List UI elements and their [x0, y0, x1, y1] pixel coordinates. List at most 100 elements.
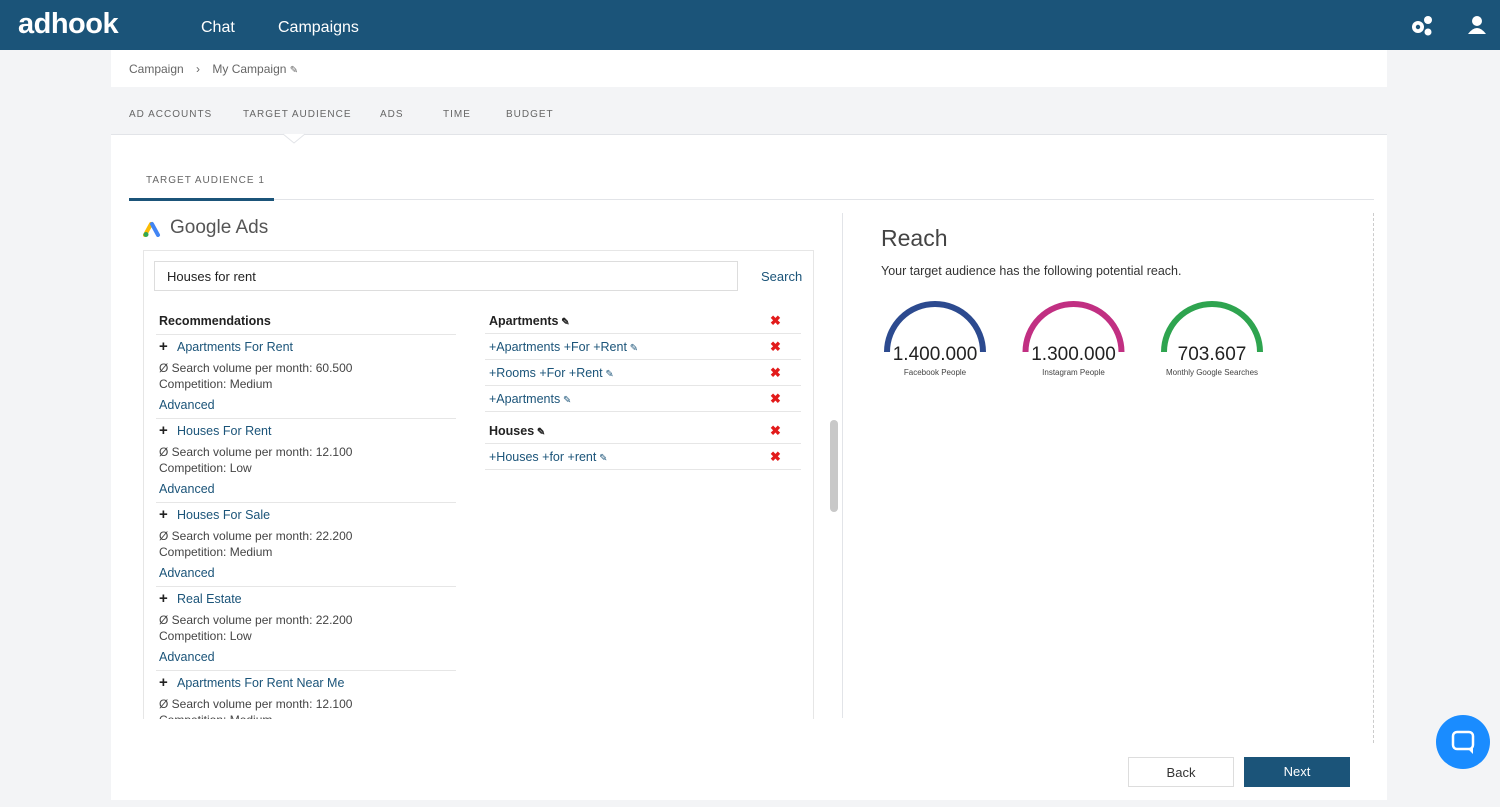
- search-volume: Ø Search volume per month: 12.100: [159, 445, 353, 459]
- competition: Competition: Medium: [159, 377, 273, 391]
- search-volume: Ø Search volume per month: 22.200: [159, 613, 353, 627]
- remove-icon[interactable]: ✖: [770, 391, 781, 406]
- tab[interactable]: ADS: [380, 109, 404, 120]
- tabs-row: [111, 87, 1387, 135]
- remove-icon[interactable]: ✖: [770, 423, 781, 438]
- tab[interactable]: AD ACCOUNTS: [129, 109, 213, 120]
- competition: Competition: Low: [159, 629, 252, 643]
- recommendation-name[interactable]: Houses For Sale: [177, 508, 271, 522]
- user-icon[interactable]: [1468, 16, 1486, 34]
- nav-link[interactable]: Campaigns: [278, 19, 359, 36]
- edit-icon[interactable]: ✎: [626, 343, 639, 354]
- add-icon[interactable]: +: [159, 338, 168, 355]
- advanced-link[interactable]: Advanced: [159, 482, 215, 496]
- gauge-label: Instagram People: [1042, 368, 1105, 377]
- divider: [129, 199, 1374, 200]
- advanced-link[interactable]: Advanced: [159, 650, 215, 664]
- competition: Competition: Medium: [159, 713, 272, 719]
- breadcrumb: Campaign › My Campaign ✎: [129, 62, 298, 76]
- keyword[interactable]: +Rooms +For +Rent ✎: [489, 366, 614, 380]
- content-sheet: [111, 50, 1387, 800]
- keyword[interactable]: +Apartments +For +Rent ✎: [489, 340, 639, 354]
- top-bar: [0, 0, 1500, 50]
- divider: [842, 213, 843, 718]
- search-input[interactable]: Houses for rent: [154, 261, 738, 291]
- add-icon[interactable]: +: [159, 506, 168, 523]
- remove-icon[interactable]: ✖: [770, 365, 781, 380]
- separator: [485, 411, 801, 412]
- separator: [485, 333, 801, 334]
- panel-title: Google Ads: [170, 217, 269, 238]
- google-panel: Houses for rent Search Recommendations +…: [143, 250, 814, 719]
- separator: [156, 502, 456, 503]
- gauge-label: Monthly Google Searches: [1166, 368, 1258, 377]
- gauge-arc: [884, 301, 986, 353]
- crumb-sep: ›: [196, 62, 201, 76]
- edit-icon[interactable]: ✎: [558, 317, 570, 328]
- advanced-link[interactable]: Advanced: [159, 398, 215, 412]
- separator: [156, 586, 456, 587]
- edit-icon[interactable]: ✎: [560, 395, 572, 406]
- recommendation-name[interactable]: Apartments For Rent: [177, 340, 294, 354]
- remove-icon[interactable]: ✖: [770, 313, 781, 328]
- tab[interactable]: BUDGET: [506, 109, 554, 120]
- search-volume: Ø Search volume per month: 60.500: [159, 361, 353, 375]
- gauges: 1.400.000 Facebook People 1.300.000 Instagr…: [884, 301, 1263, 377]
- edit-icon[interactable]: ✎: [596, 453, 608, 464]
- separator: [156, 334, 456, 335]
- reach-title: Reach: [881, 225, 948, 251]
- gauge-label: Facebook People: [904, 368, 967, 377]
- tab[interactable]: TIME: [443, 109, 471, 120]
- crumb[interactable]: Campaign: [129, 62, 184, 76]
- gauge-value: 1.400.000: [893, 344, 978, 365]
- nav-link[interactable]: Chat: [201, 19, 235, 36]
- advanced-link[interactable]: Advanced: [159, 566, 215, 580]
- subtab-underline: [129, 198, 274, 201]
- remove-icon[interactable]: ✖: [770, 339, 781, 354]
- subtab[interactable]: TARGET AUDIENCE 1: [146, 175, 265, 186]
- brand[interactable]: adhook: [18, 8, 119, 40]
- add-icon[interactable]: +: [159, 590, 168, 607]
- next-button[interactable]: Next: [1244, 757, 1350, 787]
- google-ads-logo: [143, 222, 160, 237]
- gauge-value: 1.300.000: [1031, 344, 1116, 365]
- group-name: Apartments ✎: [489, 314, 570, 328]
- recommendation-name[interactable]: Real Estate: [177, 592, 242, 606]
- add-icon[interactable]: +: [159, 422, 168, 439]
- crumb[interactable]: My Campaign: [212, 62, 287, 76]
- competition: Competition: Low: [159, 461, 252, 475]
- settings-icon[interactable]: [1412, 16, 1432, 36]
- keyword[interactable]: +Apartments ✎: [489, 392, 572, 406]
- separator: [485, 359, 801, 360]
- recommendation-name[interactable]: Houses For Rent: [177, 424, 272, 438]
- recommendation-name[interactable]: Apartments For Rent Near Me: [177, 676, 345, 690]
- tab-pointer: [283, 133, 305, 144]
- keyword[interactable]: +Houses +for +rent ✎: [489, 450, 608, 464]
- top-icons: [1412, 16, 1486, 36]
- group-name: Houses ✎: [489, 424, 546, 438]
- edit-icon[interactable]: ✎: [602, 369, 614, 380]
- chat-widget[interactable]: [1435, 714, 1491, 770]
- add-icon[interactable]: +: [159, 674, 168, 691]
- edit-icon[interactable]: ✎: [289, 65, 299, 76]
- tab[interactable]: TARGET AUDIENCE: [243, 109, 352, 120]
- competition: Competition: Medium: [159, 545, 273, 559]
- gauge-arc: [1022, 301, 1125, 353]
- separator: [156, 418, 456, 419]
- edit-icon[interactable]: ✎: [534, 427, 546, 438]
- remove-icon[interactable]: ✖: [770, 449, 781, 464]
- back-button[interactable]: Back: [1128, 757, 1234, 787]
- gauge-arc: [1161, 301, 1263, 353]
- gauge-value: 703.607: [1178, 344, 1247, 365]
- recommendations-heading: Recommendations: [159, 314, 271, 328]
- search-volume: Ø Search volume per month: 12.100: [159, 697, 353, 711]
- separator: [485, 443, 801, 444]
- separator: [156, 670, 456, 671]
- search-volume: Ø Search volume per month: 22.200: [159, 529, 353, 543]
- reach-subtitle: Your target audience has the following p…: [881, 264, 1182, 278]
- search-button[interactable]: Search: [761, 269, 803, 284]
- scrollbar[interactable]: [830, 420, 838, 512]
- separator: [485, 385, 801, 386]
- separator: [485, 469, 801, 470]
